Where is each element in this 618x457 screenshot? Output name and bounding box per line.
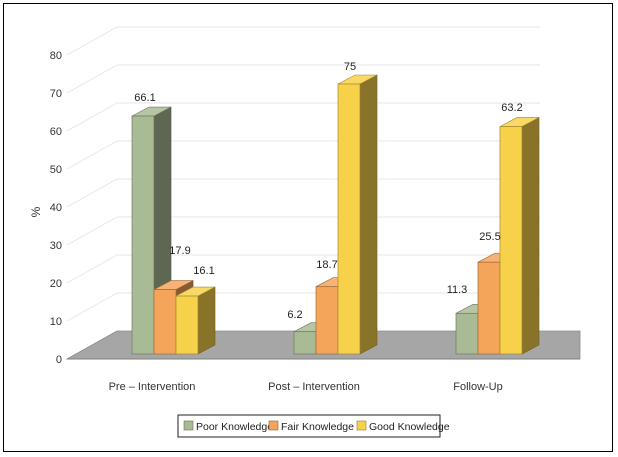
y-axis-label: % bbox=[29, 206, 43, 217]
bar-front bbox=[131, 115, 155, 355]
legend-swatch bbox=[356, 420, 367, 431]
legend-swatch bbox=[268, 420, 279, 431]
bar-side bbox=[359, 74, 378, 355]
chart-frame: 0 10 20 30 40 50 60 70 80 % 66.1 17.9 16.1 6.2 18.7 7… bbox=[3, 3, 613, 452]
legend-label: Poor Knowledge bbox=[196, 421, 273, 433]
bar-side bbox=[521, 116, 540, 355]
category-labels: Pre – Intervention Post – Intervention Fol… bbox=[109, 381, 503, 393]
data-label: 18.7 bbox=[316, 259, 337, 271]
y-tick-label: 40 bbox=[50, 202, 62, 214]
y-tick-label: 70 bbox=[50, 88, 62, 100]
data-label: 6.2 bbox=[287, 309, 302, 321]
data-label: 17.9 bbox=[169, 245, 190, 257]
data-label: 16.1 bbox=[193, 265, 214, 277]
depth-gridline bbox=[66, 102, 118, 132]
depth-gridline bbox=[66, 140, 118, 170]
category-label: Post – Intervention bbox=[268, 381, 360, 393]
bar-front bbox=[315, 286, 339, 355]
legend-swatch bbox=[183, 420, 194, 431]
data-label: 11.3 bbox=[447, 284, 468, 296]
data-labels: 66.1 17.916.1 6.2 18.7 75 11.3 25.5 63.2 bbox=[134, 61, 522, 321]
depth-gridline bbox=[66, 216, 118, 246]
bar-side bbox=[197, 286, 216, 355]
y-tick-label: 60 bbox=[50, 126, 62, 138]
category-label: Follow-Up bbox=[453, 381, 503, 393]
depth-gridline bbox=[66, 64, 118, 94]
bar-good-knowledge-0 bbox=[175, 286, 216, 355]
data-label: 66.1 bbox=[134, 92, 155, 104]
bar-chart: 0 10 20 30 40 50 60 70 80 % 66.1 17.916.1 6.2 18.7 7… bbox=[29, 26, 581, 438]
gridlines bbox=[66, 26, 540, 360]
legend-box bbox=[177, 414, 441, 438]
bar-front bbox=[175, 295, 199, 355]
y-tick-label: 80 bbox=[50, 50, 62, 62]
data-label: 25.5 bbox=[479, 231, 500, 243]
bar-front bbox=[293, 331, 317, 355]
legend-label: Fair Knowledge bbox=[281, 421, 354, 433]
y-tick-label: 0 bbox=[56, 354, 62, 366]
depth-gridline bbox=[66, 178, 118, 208]
bars bbox=[131, 74, 540, 355]
bar-front bbox=[477, 261, 501, 355]
data-label: 75 bbox=[344, 61, 356, 73]
y-axis-ticks: 0 10 20 30 40 50 60 70 80 bbox=[50, 50, 62, 366]
depth-gridline bbox=[66, 254, 118, 284]
bar-good-knowledge-2 bbox=[499, 116, 540, 355]
y-tick-label: 10 bbox=[50, 316, 62, 328]
y-tick-label: 50 bbox=[50, 164, 62, 176]
bar-front bbox=[153, 289, 177, 355]
y-tick-label: 20 bbox=[50, 278, 62, 290]
bar-front bbox=[499, 126, 523, 355]
depth-gridline bbox=[66, 292, 118, 322]
legend-label: Good Knowledge bbox=[369, 421, 450, 433]
bar-front bbox=[337, 83, 361, 355]
depth-gridline bbox=[66, 26, 118, 56]
y-tick-label: 30 bbox=[50, 240, 62, 252]
category-label: Pre – Intervention bbox=[109, 381, 196, 393]
bar-front bbox=[455, 312, 479, 355]
data-label: 63.2 bbox=[501, 102, 522, 114]
legend: Poor Knowledge Fair Knowledge Good Knowled… bbox=[177, 414, 450, 438]
bar-good-knowledge-1 bbox=[337, 74, 378, 355]
